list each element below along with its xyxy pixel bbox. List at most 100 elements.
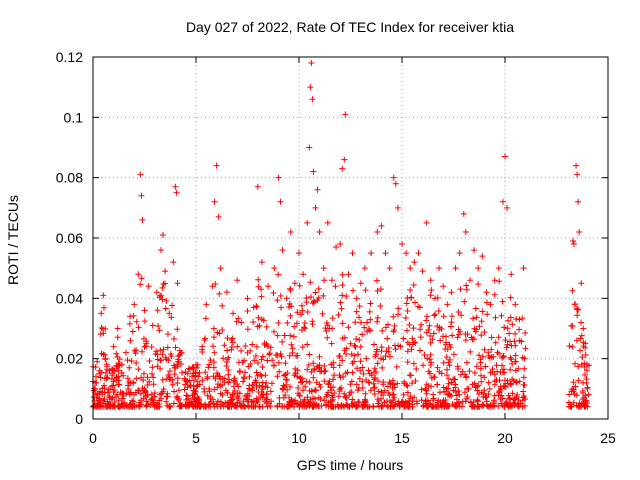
data-point [182,381,189,388]
data-point [288,303,295,310]
data-point [510,377,517,384]
data-point [431,403,438,410]
data-point [292,365,299,372]
data-point [411,299,418,306]
data-point [423,398,430,405]
data-point [311,367,318,374]
data-point [204,373,211,380]
data-point [372,374,379,381]
data-point [92,364,99,371]
data-point [114,334,121,341]
data-point [169,376,176,383]
data-point [425,382,432,389]
data-point [312,204,319,211]
data-point [568,403,575,410]
data-point [504,325,511,332]
data-point [520,265,527,272]
data-point [412,339,419,346]
data-point [503,344,510,351]
data-point [499,298,506,305]
x-tick-label: 5 [192,430,200,446]
data-point [93,402,100,409]
data-point [415,250,422,257]
data-point [265,343,272,350]
data-point [189,403,196,410]
data-point [116,356,123,363]
data-point [304,308,311,315]
data-point [501,369,508,376]
data-point [135,366,142,373]
data-point [463,359,470,366]
data-point [320,292,327,299]
data-point [308,293,315,300]
data-point [453,392,460,399]
data-point [321,362,328,369]
data-point [484,311,491,318]
data-point [569,323,576,330]
data-point [565,399,572,406]
data-point [98,324,105,331]
data-point [442,346,449,353]
data-point [579,387,586,394]
data-point [149,322,156,329]
data-point [238,402,245,409]
data-point [241,357,248,364]
data-point [370,403,377,410]
data-point [453,403,460,410]
data-point [348,351,355,358]
data-point [579,354,586,361]
data-point [463,282,470,289]
data-point [215,213,222,220]
data-point [304,341,311,348]
data-point [347,340,354,347]
data-point [258,372,265,379]
data-point [164,393,171,400]
data-point [499,362,506,369]
data-point [521,382,528,389]
data-point [481,374,488,381]
data-point [159,296,166,303]
data-point [411,394,418,401]
data-point [468,403,475,410]
data-point [414,400,421,407]
data-point [168,353,175,360]
data-point [328,277,335,284]
data-point [378,222,385,229]
data-point [382,324,389,331]
data-point [419,268,426,275]
data-point [455,308,462,315]
data-point [440,359,447,366]
data-point [400,403,407,410]
data-point [210,359,217,366]
data-point [249,385,256,392]
data-point [482,394,489,401]
data-point [214,403,221,410]
data-point [234,380,241,387]
data-point [153,348,160,355]
data-point [423,387,430,394]
data-point [423,219,430,226]
data-point [158,390,165,397]
x-tick-label: 10 [291,430,307,446]
data-point [457,371,464,378]
data-point [236,369,243,376]
data-point [575,377,582,384]
data-point [110,382,117,389]
data-point [583,397,590,404]
data-point [501,377,508,384]
data-point [190,369,197,376]
data-point [131,347,138,354]
data-point [280,382,287,389]
data-point [324,219,331,226]
data-point [202,369,209,376]
data-point [459,398,466,405]
data-point [240,378,247,385]
data-point [268,398,275,405]
data-point [351,342,358,349]
data-point [330,403,337,410]
data-point [371,385,378,392]
data-point [574,171,581,178]
data-point [205,364,212,371]
data-point [446,341,453,348]
data-point [454,363,461,370]
